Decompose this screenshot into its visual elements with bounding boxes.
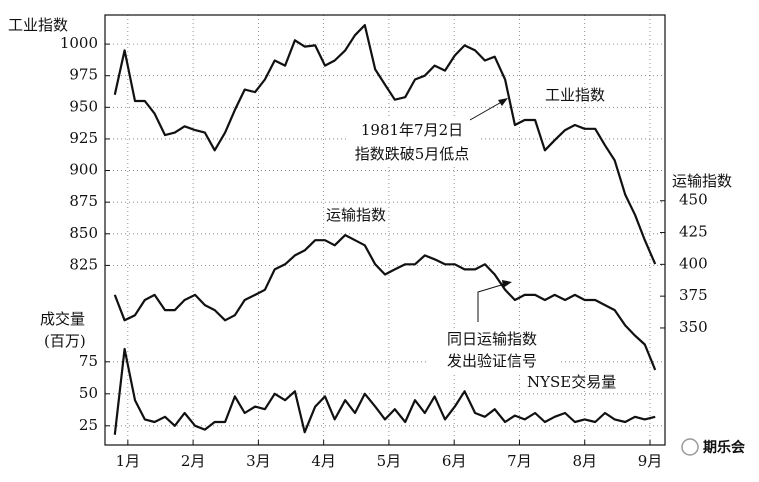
y2-tick-label: 400 [679, 254, 708, 272]
series-line [113, 347, 656, 435]
annotation: 指数跌破5月低点 [355, 145, 470, 163]
annotation: 同日运输指数 [447, 330, 537, 348]
series-label: 工业指数 [545, 86, 605, 104]
y3-axis-title: (百万) [44, 332, 86, 350]
annotation-bg [428, 328, 558, 374]
x-tick-label: 3月 [246, 452, 271, 470]
y-axis-title: 工业指数 [8, 16, 68, 34]
y2-tick-label: 375 [679, 286, 708, 304]
series-line [113, 234, 657, 371]
y-tick-label: 925 [69, 129, 98, 147]
x-tick-label: 2月 [181, 452, 206, 470]
series-label: 运输指数 [326, 206, 386, 224]
arrow-head [498, 98, 508, 106]
y-tick-label: 50 [79, 384, 98, 402]
series-line [113, 24, 657, 265]
y-tick-label: 875 [69, 192, 98, 210]
x-tick-label: 4月 [311, 452, 336, 470]
plot-frame [104, 14, 666, 446]
y2-axis-title: 运输指数 [672, 172, 732, 190]
watermark-icon [681, 438, 699, 456]
y-tick-label: 75 [79, 352, 98, 370]
x-tick-label: 6月 [442, 452, 467, 470]
y-tick-label: 950 [69, 97, 98, 115]
annotation-arrow [477, 282, 509, 322]
watermark: 期乐会 [703, 439, 746, 456]
annotation-bg [348, 118, 478, 166]
y2-tick-label: 425 [679, 223, 708, 241]
series-label: NYSE交易量 [527, 373, 616, 391]
y-tick-label: 975 [69, 66, 98, 84]
y-tick-label: 825 [69, 255, 98, 273]
y2-tick-label: 450 [679, 191, 708, 209]
y-tick-label: 900 [69, 161, 98, 179]
x-tick-label: 5月 [377, 452, 402, 470]
y3-axis-title: 成交量 [40, 310, 85, 328]
y-tick-label: 25 [79, 416, 98, 434]
x-tick-label: 9月 [638, 452, 663, 470]
x-tick-label: 8月 [572, 452, 597, 470]
y-tick-label: 1000 [60, 34, 98, 52]
arrow-head [502, 280, 512, 288]
annotation: 发出验证信号 [447, 352, 537, 370]
x-tick-label: 7月 [507, 452, 532, 470]
x-tick-label: 1月 [116, 452, 141, 470]
annotation-arrow [469, 99, 506, 121]
y2-tick-label: 350 [679, 318, 708, 336]
annotation: 1981年7月2日 [361, 121, 463, 139]
y-tick-label: 850 [69, 224, 98, 242]
